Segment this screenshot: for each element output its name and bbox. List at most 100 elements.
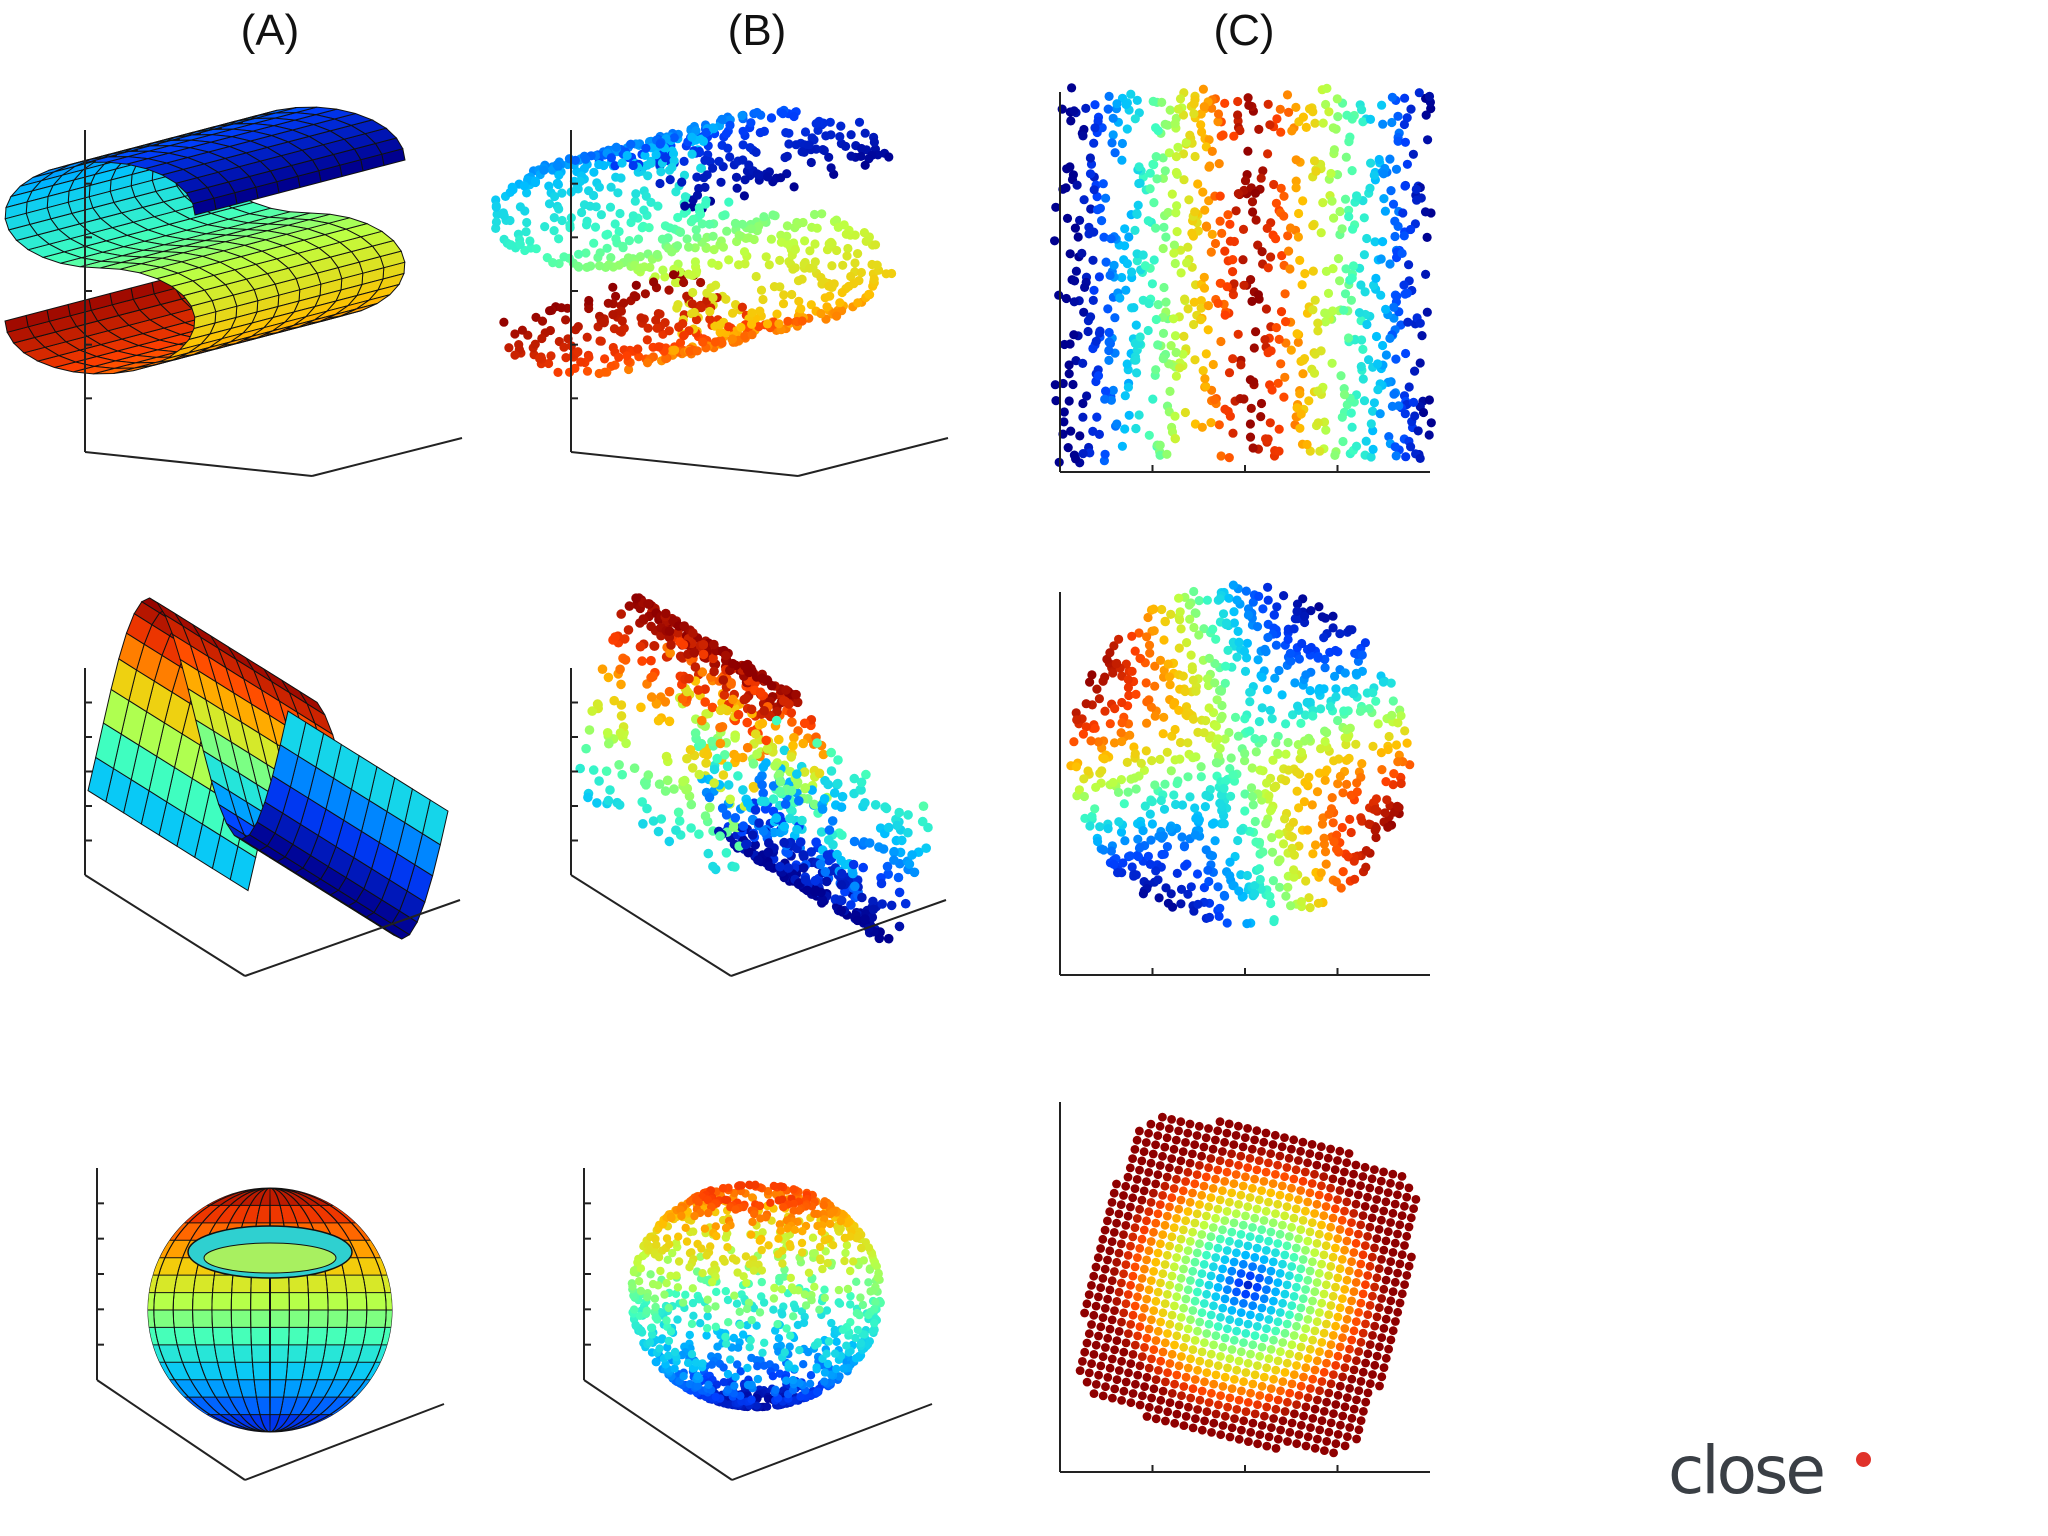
data-point: [774, 1196, 783, 1205]
data-point: [921, 843, 931, 853]
data-point: [1065, 162, 1075, 172]
data-point: [738, 140, 748, 150]
data-point: [642, 335, 652, 345]
data-point: [704, 792, 715, 803]
data-point: [747, 1230, 756, 1239]
data-point: [545, 325, 556, 336]
data-point: [643, 1293, 652, 1302]
data-point: [1059, 407, 1069, 417]
data-point: [559, 252, 569, 262]
data-point: [776, 237, 787, 247]
data-point: [1213, 298, 1223, 308]
data-point: [723, 780, 734, 790]
data-point: [868, 896, 878, 907]
data-point: [1075, 431, 1085, 441]
data-point: [1201, 221, 1211, 231]
data-point: [1165, 386, 1175, 396]
data-point: [1415, 453, 1425, 463]
data-point: [636, 702, 646, 713]
data-point: [1347, 273, 1357, 283]
data-point: [742, 1304, 752, 1314]
data-point: [1218, 609, 1229, 619]
data-point: [506, 240, 516, 250]
data-point: [1295, 255, 1305, 265]
data-point: [1280, 372, 1290, 382]
data-point: [728, 822, 739, 832]
data-point: [1090, 123, 1100, 133]
data-point: [669, 133, 679, 143]
data-point: [735, 1181, 744, 1190]
data-point: [616, 609, 626, 619]
data-point: [1371, 696, 1381, 706]
data-point: [774, 769, 785, 780]
data-point: [673, 300, 683, 310]
data-point: [1293, 232, 1303, 242]
data-point: [900, 898, 911, 909]
data-point: [1345, 814, 1355, 825]
data-point: [1133, 834, 1143, 844]
data-point: [774, 734, 784, 745]
data-point: [806, 300, 816, 310]
data-point: [781, 685, 791, 695]
data-point: [1406, 104, 1416, 114]
data-point: [884, 152, 894, 162]
data-point: [1333, 112, 1343, 122]
data-point: [1166, 889, 1176, 899]
data-point: [721, 294, 731, 304]
data-point: [665, 648, 675, 658]
data-point: [878, 844, 889, 854]
data-point: [753, 221, 764, 231]
data-point: [720, 1257, 729, 1266]
data-point: [1338, 436, 1348, 447]
data-point: [797, 316, 807, 326]
data-point: [679, 621, 690, 631]
data-point: [588, 765, 599, 775]
data-point: [554, 204, 564, 214]
data-point: [703, 848, 714, 859]
data-point: [722, 761, 733, 772]
data-point: [1088, 295, 1098, 305]
data-point: [1120, 241, 1130, 251]
data-point: [793, 219, 803, 229]
data-point: [1134, 410, 1144, 420]
data-point: [766, 234, 777, 244]
data-point: [642, 1306, 651, 1316]
data-point: [718, 770, 729, 780]
data-point: [782, 1376, 791, 1385]
data-point: [789, 1286, 799, 1295]
data-point: [708, 861, 718, 872]
data-point: [1194, 596, 1204, 606]
data-point: [678, 639, 689, 650]
data-point: [835, 1299, 845, 1308]
data-point: [836, 880, 847, 890]
data-point: [707, 702, 718, 713]
data-point: [721, 1332, 730, 1342]
data-point: [1316, 228, 1326, 238]
data-point: [1097, 216, 1107, 226]
data-point: [1283, 737, 1293, 748]
data-point: [581, 743, 591, 754]
data-point: [1088, 255, 1098, 265]
data-point: [661, 354, 671, 364]
data-point: [631, 292, 641, 302]
data-point: [1186, 650, 1196, 660]
data-point: [779, 290, 789, 300]
data-point: [635, 641, 646, 652]
data-point: [507, 182, 517, 192]
data-point: [652, 323, 662, 333]
data-point: [674, 1232, 683, 1241]
data-point: [1070, 223, 1080, 233]
data-point: [858, 862, 868, 873]
data-point: [723, 1369, 733, 1379]
data-point: [1121, 285, 1131, 295]
data-point: [864, 289, 874, 299]
data-point: [1308, 305, 1318, 315]
data-point: [697, 667, 708, 677]
data-point: [1421, 110, 1431, 120]
data-point: [696, 277, 706, 288]
data-point: [1392, 291, 1402, 301]
data-point: [715, 722, 725, 733]
data-point: [809, 799, 820, 810]
data-point: [620, 634, 630, 644]
data-point: [756, 796, 767, 807]
